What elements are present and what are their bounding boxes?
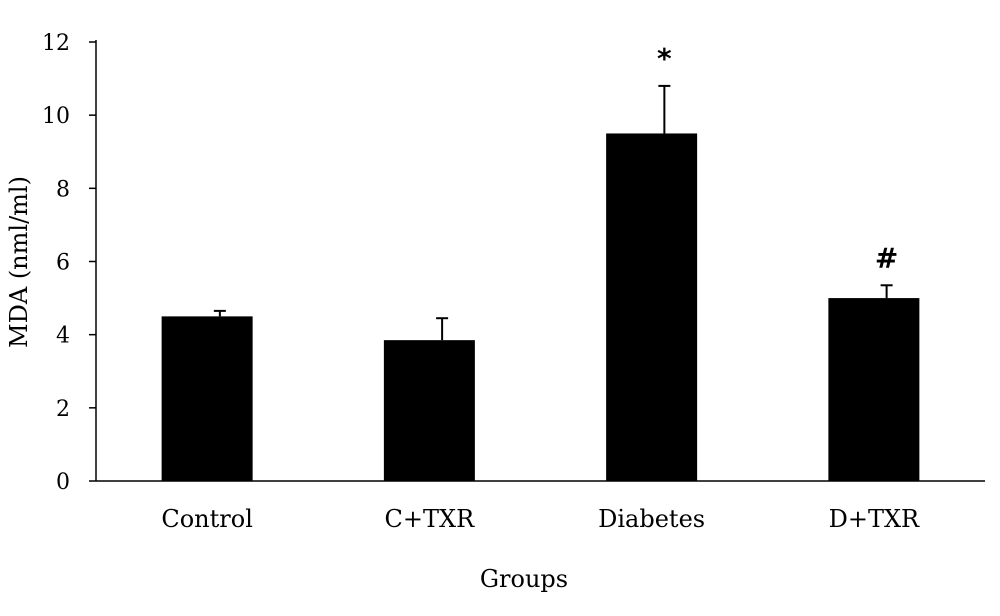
x-tick-label: C+TXR (385, 505, 476, 533)
y-axis-title: MDA (nml/ml) (5, 176, 33, 348)
bar-d-txr (828, 298, 920, 481)
y-tick-label: 2 (56, 397, 70, 422)
y-tick-label: 6 (56, 251, 70, 276)
y-tick-label: 8 (56, 177, 70, 202)
y-tick-label: 12 (42, 31, 70, 56)
x-tick-label: D+TXR (829, 505, 920, 533)
x-axis-title: Groups (480, 565, 568, 593)
significance-marker: * (657, 42, 672, 75)
y-tick-label: 0 (56, 470, 70, 495)
labels: 0 2 4 6 8 10 12 Control C+TXR * Diabetes # D+TXR (42, 31, 920, 533)
x-tick-label: Control (161, 505, 253, 533)
y-tick-label: 10 (42, 104, 70, 129)
significance-marker: # (875, 241, 898, 274)
bars (161, 84, 920, 482)
y-tick-label: 4 (56, 324, 70, 349)
bar-control (161, 316, 253, 481)
bar-diabetes (606, 133, 698, 482)
x-tick-label: Diabetes (598, 505, 705, 533)
bar-c-txr (383, 340, 475, 481)
